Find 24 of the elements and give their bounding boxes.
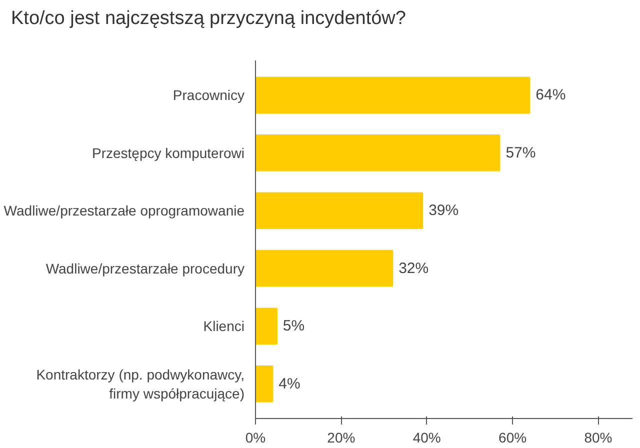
y-tick-label: Przestępcy komputerowi [92, 144, 245, 161]
data-label: 57% [506, 144, 536, 162]
bar [256, 308, 278, 345]
bar [256, 134, 500, 172]
x-tick-label: 60% [498, 430, 527, 446]
x-tick-label: 40% [412, 430, 441, 446]
y-tick-label: Wadliwe/przestarzałe oprogramowanie [4, 202, 245, 219]
y-tick-label: Klienci [203, 318, 245, 334]
bar [256, 365, 274, 402]
chart-title: Kto/co jest najczęstszą przyczyną incydentów? [11, 7, 406, 31]
data-label: 32% [398, 260, 429, 277]
bar [256, 192, 424, 230]
bar [256, 76, 530, 114]
x-tick-label: 0% [245, 430, 266, 446]
y-tick-label: Pracownicy [172, 87, 245, 104]
data-label: 4% [278, 375, 300, 392]
bar [256, 250, 394, 287]
y-tick-label: Wadliwe/przestarzałe procedury [46, 260, 245, 276]
data-label: 64% [536, 86, 566, 104]
x-tick-label: 80% [584, 430, 612, 446]
x-tick-label: 20% [327, 430, 356, 446]
data-label: 5% [282, 318, 305, 335]
data-label: 39% [428, 202, 459, 220]
y-tick-label: Kontraktorzy (np. podwykonawcy, firmy współpracujące) [36, 366, 245, 402]
